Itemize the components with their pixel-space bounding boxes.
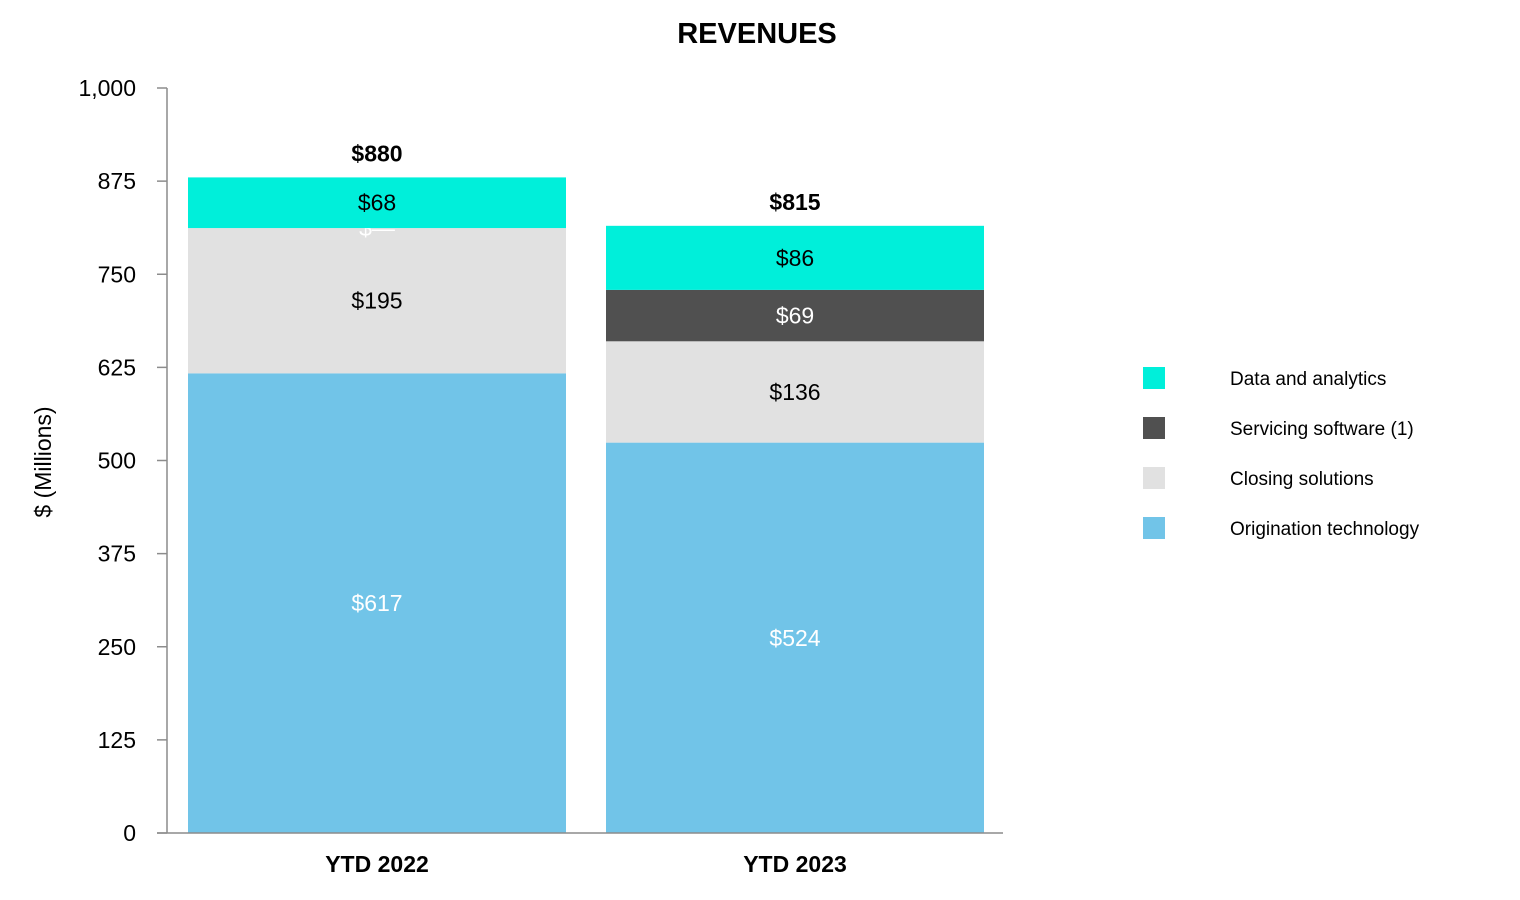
- legend: Data and analytics Servicing software (1)…: [1143, 367, 1420, 540]
- bar-segment-closing-solutions-0: [188, 228, 566, 374]
- y-tick-label: 750: [98, 261, 136, 287]
- y-axis-label: $ (Millions): [30, 406, 56, 517]
- bar-segment-data-and-analytics-0: [188, 177, 566, 229]
- total-label: $880: [351, 140, 402, 166]
- x-tick-label: YTD 2022: [325, 851, 429, 877]
- segment-label: $195: [351, 288, 402, 314]
- legend-label: Closing solutions: [1230, 469, 1374, 490]
- segment-label: $136: [769, 379, 820, 405]
- y-tick-label: 1,000: [78, 75, 136, 101]
- y-tick-label: 500: [98, 448, 136, 474]
- legend-label: Origination technology: [1230, 519, 1420, 540]
- y-tick-label: 250: [98, 634, 136, 660]
- bar-segment-closing-solutions-1: [606, 341, 984, 443]
- y-tick-label: 875: [98, 168, 136, 194]
- y-tick-label: 375: [98, 541, 136, 567]
- y-tick-label: 0: [123, 820, 136, 846]
- segment-label: $617: [351, 590, 402, 616]
- legend-label: Data and analytics: [1230, 369, 1386, 390]
- legend-swatch: [1143, 367, 1165, 389]
- bar-segment-origination-technology-0: [188, 373, 566, 833]
- segment-label: $524: [769, 625, 820, 651]
- y-tick-label: 625: [98, 354, 136, 380]
- legend-label: Servicing software (1): [1230, 419, 1414, 440]
- segment-label: $68: [358, 190, 396, 216]
- bar-segment-origination-technology-1: [606, 442, 984, 833]
- total-label: $815: [769, 189, 820, 215]
- x-tick-label: YTD 2023: [743, 851, 847, 877]
- bar-segment-data-and-analytics-1: [606, 225, 984, 290]
- segment-label: $86: [776, 245, 814, 271]
- bar-segment-servicing-software-1-1: [606, 289, 984, 342]
- legend-swatch: [1143, 517, 1165, 539]
- segment-label: $69: [776, 303, 814, 329]
- chart-title: REVENUES: [677, 18, 837, 50]
- legend-swatch: [1143, 467, 1165, 489]
- legend-swatch: [1143, 417, 1165, 439]
- y-tick-label: 125: [98, 727, 136, 753]
